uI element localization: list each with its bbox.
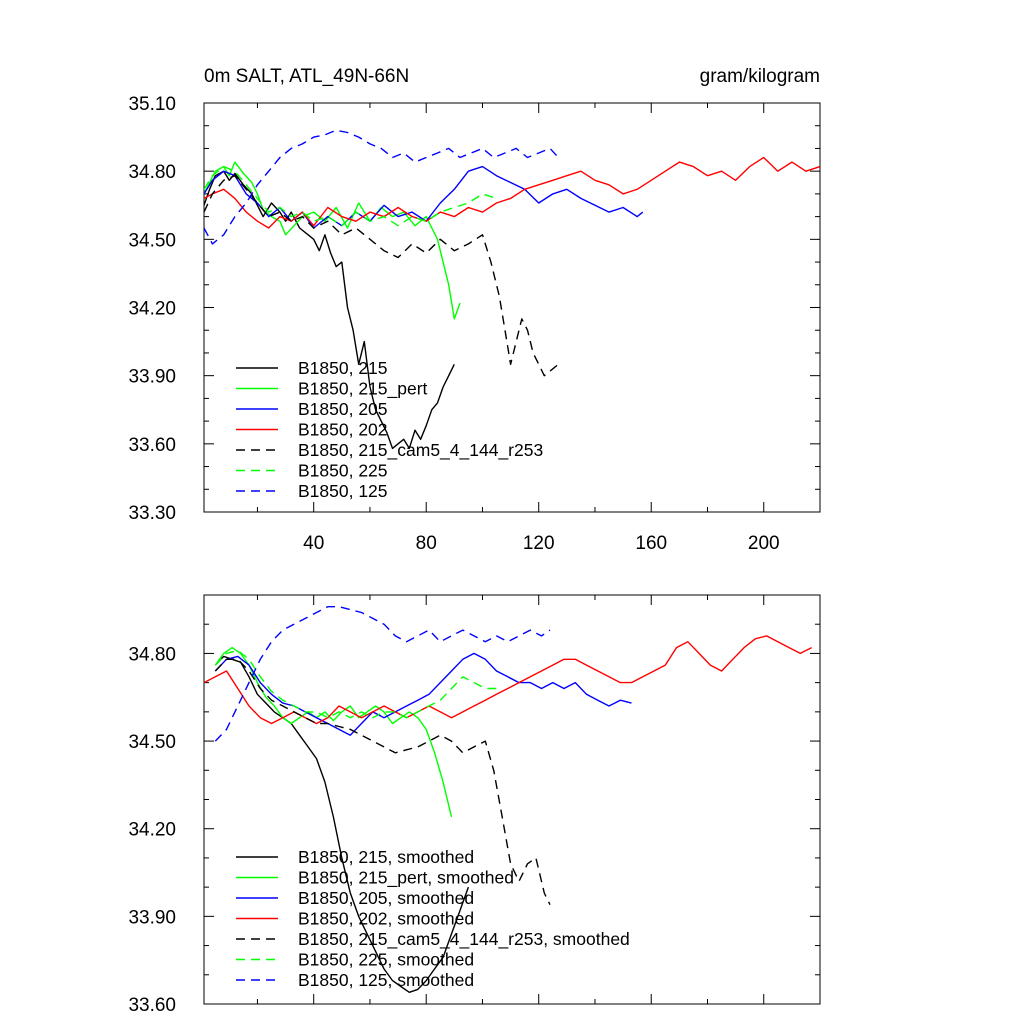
legend-label: B1850, 205, smoothed (298, 888, 474, 908)
y-tick-label: 34.80 (128, 644, 176, 665)
y-tick-label: 33.90 (128, 367, 176, 388)
series-line (204, 170, 455, 450)
bottom-panel: 33.60 33.90 34.20 34.50 34.80 B1850, 215, smo… (128, 594, 821, 1016)
x-tick-label: 160 (635, 533, 667, 554)
series-line (204, 161, 461, 320)
x-tick-label: 80 (416, 533, 437, 554)
y-tick-label: 34.80 (128, 162, 176, 183)
x-tick-label: 200 (748, 533, 780, 554)
legend-label: B1850, 225 (298, 461, 388, 481)
series-line (204, 156, 820, 229)
chart-title: 0m SALT, ATL_49N-66N (204, 66, 409, 87)
y-tick-label: 33.60 (128, 995, 176, 1016)
series-line (214, 646, 453, 818)
y-tick-label: 34.20 (128, 820, 176, 841)
chart-units-label: gram/kilogram (700, 66, 820, 87)
legend-label: B1850, 202, smoothed (298, 909, 474, 929)
series-line (214, 606, 551, 742)
series-line (204, 129, 559, 245)
series-line (204, 165, 497, 227)
legend-label: B1850, 225, smoothed (298, 950, 474, 970)
y-tick-label: 34.50 (128, 732, 176, 753)
x-tick-label: 120 (523, 533, 555, 554)
legend-label: B1850, 125 (298, 481, 388, 501)
series-line (214, 649, 497, 719)
series-line (204, 174, 559, 377)
y-tick-label: 35.10 (128, 94, 176, 115)
series-line (214, 655, 470, 993)
y-tick-label: 34.50 (128, 230, 176, 251)
x-tick-label: 40 (303, 533, 324, 554)
series-line (214, 658, 551, 906)
legend-label: B1850, 215_pert, smoothed (298, 868, 514, 889)
legend-label: B1850, 205 (298, 399, 388, 419)
legend-label: B1850, 215, smoothed (298, 847, 474, 867)
series-line (214, 652, 632, 736)
series-line (204, 165, 644, 229)
legend-label: B1850, 215 (298, 358, 388, 378)
legend-label: B1850, 215_cam5_4_144_r253 (298, 440, 543, 461)
y-tick-label: 34.20 (128, 299, 176, 320)
legend-label: B1850, 125, smoothed (298, 970, 474, 990)
y-tick-label: 33.90 (128, 907, 176, 928)
legend-label: B1850, 202 (298, 420, 388, 440)
y-tick-label: 33.30 (128, 503, 176, 524)
legend-label: B1850, 215_cam5_4_144_r253, smoothed (298, 929, 630, 950)
top-panel: 40 80 120 160 200 33.30 33.60 33.90 34.20 34.50 34… (128, 94, 821, 554)
series-line (204, 635, 812, 725)
legend-label: B1850, 215_pert (298, 379, 428, 400)
y-tick-label: 33.60 (128, 435, 176, 456)
